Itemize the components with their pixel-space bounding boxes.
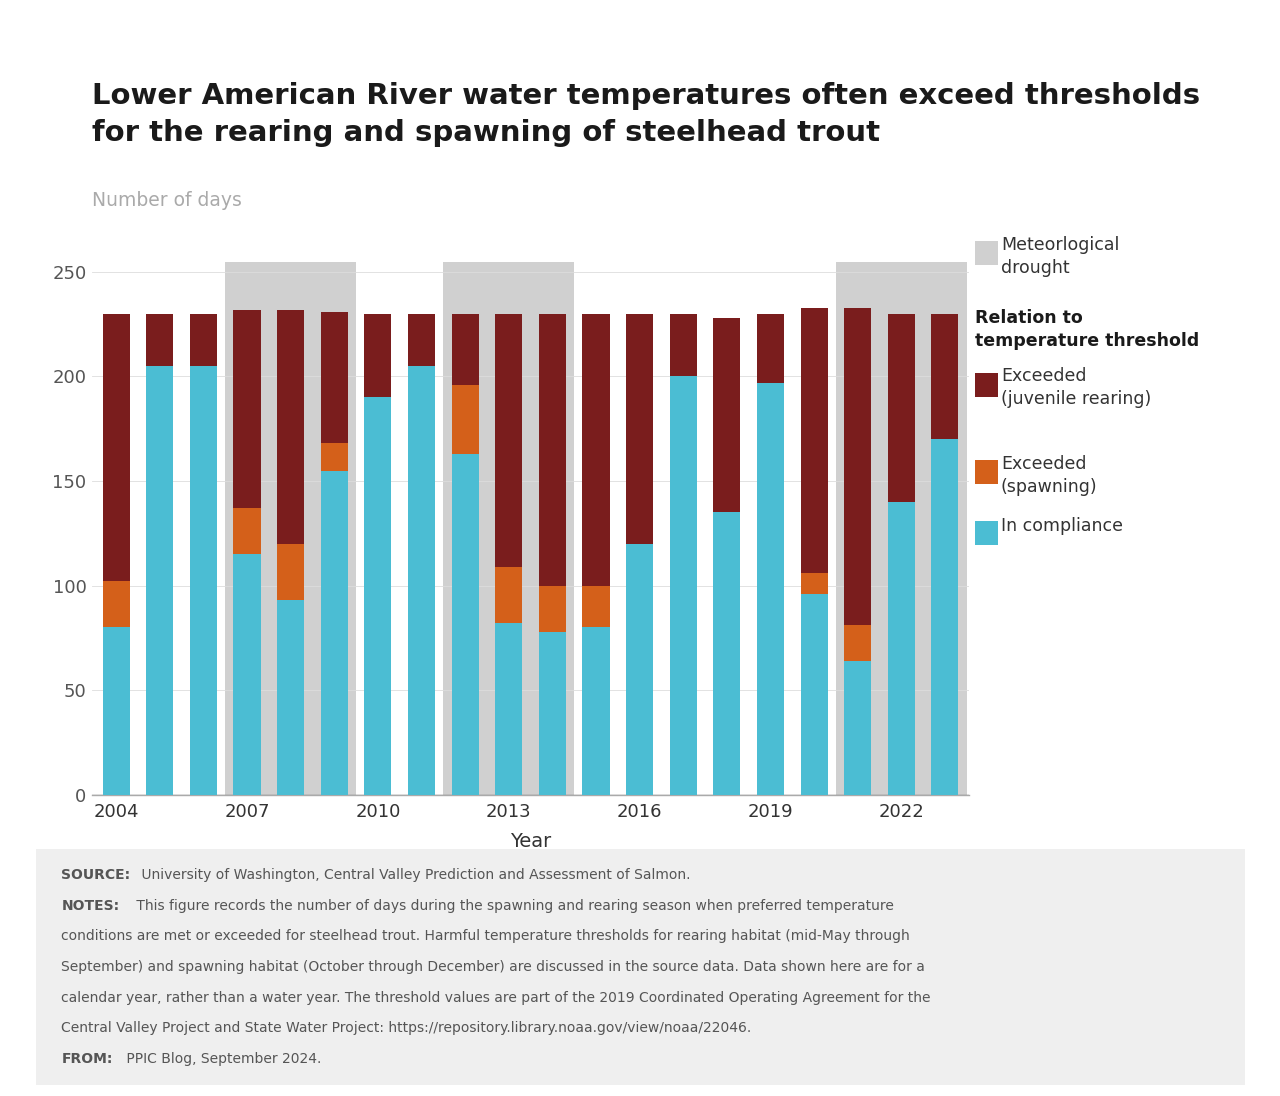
Bar: [932, 313, 959, 439]
Text: conditions are met or exceeded for steelhead trout. Harmful temperature threshol: conditions are met or exceeded for steel…: [61, 929, 910, 944]
Bar: [888, 502, 915, 795]
Bar: [452, 454, 479, 795]
Bar: [932, 439, 959, 795]
Bar: [365, 313, 392, 398]
Bar: [146, 366, 173, 795]
Bar: [365, 398, 392, 795]
X-axis label: Year: Year: [509, 832, 552, 852]
Bar: [713, 318, 740, 512]
Text: PPIC Blog, September 2024.: PPIC Blog, September 2024.: [122, 1052, 321, 1066]
Text: calendar year, rather than a water year. The threshold values are part of the 20: calendar year, rather than a water year.…: [61, 991, 931, 1005]
Text: In compliance: In compliance: [1001, 517, 1123, 535]
Bar: [321, 470, 348, 795]
Bar: [888, 313, 915, 502]
Bar: [276, 544, 305, 601]
Bar: [582, 627, 609, 795]
Bar: [582, 585, 609, 627]
Bar: [225, 262, 356, 795]
Text: Exceeded
(spawning): Exceeded (spawning): [1001, 455, 1097, 495]
Bar: [845, 308, 872, 625]
Bar: [102, 581, 129, 627]
Text: for the rearing and spawning of steelhead trout: for the rearing and spawning of steelhea…: [92, 118, 881, 147]
Bar: [845, 625, 872, 661]
Bar: [189, 366, 216, 795]
Text: Meteorlogical
drought: Meteorlogical drought: [1001, 236, 1119, 276]
Text: This figure records the number of days during the spawning and rearing season wh: This figure records the number of days d…: [132, 899, 893, 913]
Bar: [321, 311, 348, 444]
Bar: [233, 509, 261, 555]
Text: SOURCE:: SOURCE:: [61, 868, 131, 882]
Bar: [408, 313, 435, 366]
Bar: [321, 444, 348, 470]
Bar: [443, 262, 575, 795]
Bar: [836, 262, 966, 795]
Text: FROM:: FROM:: [61, 1052, 113, 1066]
Bar: [626, 544, 653, 795]
Text: Central Valley Project and State Water Project: https://repository.library.noaa.: Central Valley Project and State Water P…: [61, 1021, 751, 1036]
Bar: [626, 313, 653, 544]
Bar: [102, 313, 129, 581]
Bar: [800, 308, 828, 573]
Text: NOTES:: NOTES:: [61, 899, 119, 913]
Text: Relation to
temperature threshold: Relation to temperature threshold: [975, 309, 1199, 350]
Text: September) and spawning habitat (October through December) are discussed in the : September) and spawning habitat (October…: [61, 960, 925, 974]
Bar: [845, 661, 872, 795]
Bar: [452, 385, 479, 454]
Bar: [582, 313, 609, 585]
Bar: [756, 313, 785, 383]
Bar: [102, 627, 129, 795]
Bar: [713, 512, 740, 795]
Bar: [189, 313, 216, 366]
Bar: [495, 313, 522, 567]
Bar: [276, 601, 305, 795]
Bar: [408, 366, 435, 795]
Bar: [495, 624, 522, 795]
Bar: [539, 313, 566, 585]
Bar: [233, 309, 261, 509]
Bar: [495, 567, 522, 624]
Bar: [669, 377, 696, 795]
Text: Lower American River water temperatures often exceed thresholds: Lower American River water temperatures …: [92, 81, 1201, 110]
Bar: [146, 313, 173, 366]
Bar: [276, 309, 305, 544]
Bar: [669, 313, 696, 377]
Bar: [539, 631, 566, 795]
Bar: [756, 383, 785, 795]
Bar: [800, 573, 828, 594]
Text: Exceeded
(juvenile rearing): Exceeded (juvenile rearing): [1001, 367, 1151, 408]
Text: Number of days: Number of days: [92, 192, 242, 210]
Text: University of Washington, Central Valley Prediction and Assessment of Salmon.: University of Washington, Central Valley…: [137, 868, 690, 882]
Bar: [233, 555, 261, 795]
Bar: [539, 585, 566, 631]
Bar: [800, 594, 828, 795]
Bar: [452, 313, 479, 385]
